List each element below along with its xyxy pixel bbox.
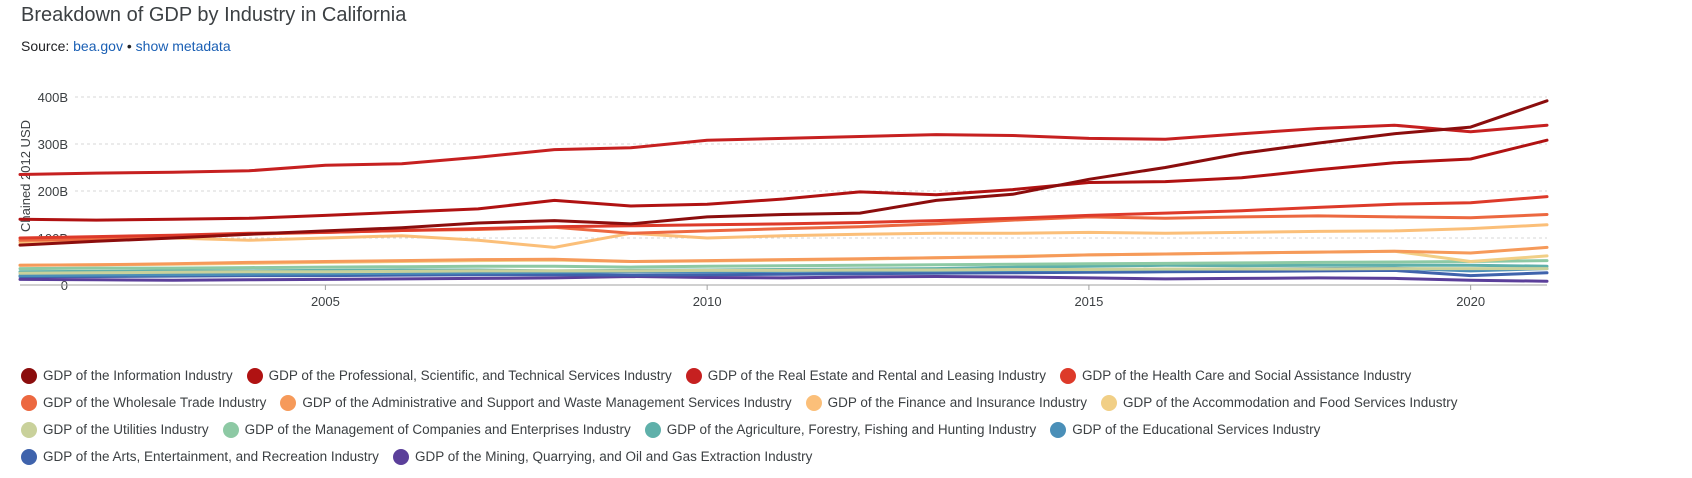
y-axis-label: Chained 2012 USD: [18, 120, 33, 232]
legend-swatch-icon: [280, 394, 297, 411]
legend-row: GDP of the Information Industry GDP of th…: [21, 362, 1671, 389]
legend-item[interactable]: GDP of the Finance and Insurance Industr…: [805, 394, 1088, 411]
series-line-13[interactable]: [18, 268, 1549, 278]
series-line-14[interactable]: [18, 275, 1549, 283]
y-tick-label: 400B: [38, 90, 68, 105]
legend-label: GDP of the Health Care and Social Assist…: [1082, 368, 1412, 383]
legend-item[interactable]: GDP of the Mining, Quarrying, and Oil an…: [392, 448, 813, 465]
legend-swatch-icon: [246, 367, 263, 384]
legend-swatch-icon: [1050, 421, 1067, 438]
legend-swatch-icon: [21, 367, 37, 384]
legend-label: GDP of the Arts, Entertainment, and Recr…: [43, 449, 379, 464]
legend-label: GDP of the Administrative and Support an…: [302, 395, 792, 410]
legend-swatch-icon: [21, 421, 37, 438]
legend-swatch-icon: [1060, 367, 1077, 384]
legend-row: GDP of the Arts, Entertainment, and Recr…: [21, 443, 1671, 470]
legend-item[interactable]: GDP of the Educational Services Industry: [1050, 421, 1321, 438]
legend-label: GDP of the Agriculture, Forestry, Fishin…: [666, 422, 1037, 437]
x-tick-label: 2005: [311, 294, 340, 309]
legend-swatch-icon: [21, 448, 37, 465]
legend-row: GDP of the Utilities Industry GDP of the …: [21, 416, 1671, 443]
legend-item[interactable]: GDP of the Accommodation and Food Servic…: [1101, 394, 1458, 411]
legend-label: GDP of the Mining, Quarrying, and Oil an…: [414, 449, 813, 464]
legend-swatch-icon: [21, 394, 37, 411]
legend-label: GDP of the Information Industry: [43, 368, 233, 383]
legend-item[interactable]: GDP of the Arts, Entertainment, and Recr…: [21, 448, 379, 465]
series-line-1[interactable]: [18, 99, 1549, 247]
legend-label: GDP of the Professional, Scientific, and…: [268, 368, 672, 383]
series-line-2[interactable]: [18, 138, 1549, 222]
source-separator: •: [126, 38, 132, 54]
legend-label: GDP of the Real Estate and Rental and Le…: [707, 368, 1047, 383]
series-line-7[interactable]: [18, 223, 1549, 249]
legend-swatch-icon: [685, 367, 702, 384]
legend-label: GDP of the Educational Services Industry: [1072, 422, 1321, 437]
legend-item[interactable]: GDP of the Utilities Industry: [21, 421, 209, 438]
legend-swatch-icon: [644, 421, 661, 438]
legend-item[interactable]: GDP of the Professional, Scientific, and…: [246, 367, 672, 384]
legend-item[interactable]: GDP of the Health Care and Social Assist…: [1060, 367, 1412, 384]
chart-title: Breakdown of GDP by Industry in Californ…: [21, 4, 407, 26]
legend-item[interactable]: GDP of the Agriculture, Forestry, Fishin…: [644, 421, 1037, 438]
legend-swatch-icon: [222, 421, 239, 438]
series-line-6[interactable]: [18, 245, 1549, 267]
y-tick-label: 300B: [38, 137, 68, 152]
legend-item[interactable]: GDP of the Information Industry: [21, 367, 233, 384]
show-metadata-link[interactable]: show metadata: [135, 38, 231, 54]
legend-item[interactable]: GDP of the Wholesale Trade Industry: [21, 394, 267, 411]
legend-item[interactable]: GDP of the Administrative and Support an…: [280, 394, 792, 411]
series-line-3[interactable]: [18, 123, 1549, 176]
source-line: Source: bea.gov • show metadata: [21, 38, 231, 54]
legend-label: GDP of the Wholesale Trade Industry: [43, 395, 267, 410]
x-tick-label: 2010: [693, 294, 722, 309]
series-line-9[interactable]: [18, 267, 1549, 275]
chart-legend: GDP of the Information Industry GDP of th…: [21, 362, 1671, 470]
legend-swatch-icon: [1101, 394, 1118, 411]
legend-item[interactable]: GDP of the Real Estate and Rental and Le…: [685, 367, 1047, 384]
x-tick-label: 2015: [1074, 294, 1103, 309]
legend-swatch-icon: [805, 394, 822, 411]
legend-label: GDP of the Management of Companies and E…: [244, 422, 631, 437]
source-link[interactable]: bea.gov: [73, 38, 123, 54]
x-tick-label: 2020: [1456, 294, 1485, 309]
legend-label: GDP of the Finance and Insurance Industr…: [827, 395, 1088, 410]
legend-label: GDP of the Utilities Industry: [43, 422, 209, 437]
legend-swatch-icon: [392, 448, 409, 465]
source-prefix: Source:: [21, 38, 70, 54]
legend-item[interactable]: GDP of the Management of Companies and E…: [222, 421, 631, 438]
y-tick-label: 200B: [38, 184, 68, 199]
legend-label: GDP of the Accommodation and Food Servic…: [1123, 395, 1458, 410]
legend-row: GDP of the Wholesale Trade Industry GDP o…: [21, 389, 1671, 416]
line-chart: 0100B200B300B400BChained 2012 USD2005201…: [18, 90, 1549, 309]
series-line-10[interactable]: [18, 259, 1549, 271]
